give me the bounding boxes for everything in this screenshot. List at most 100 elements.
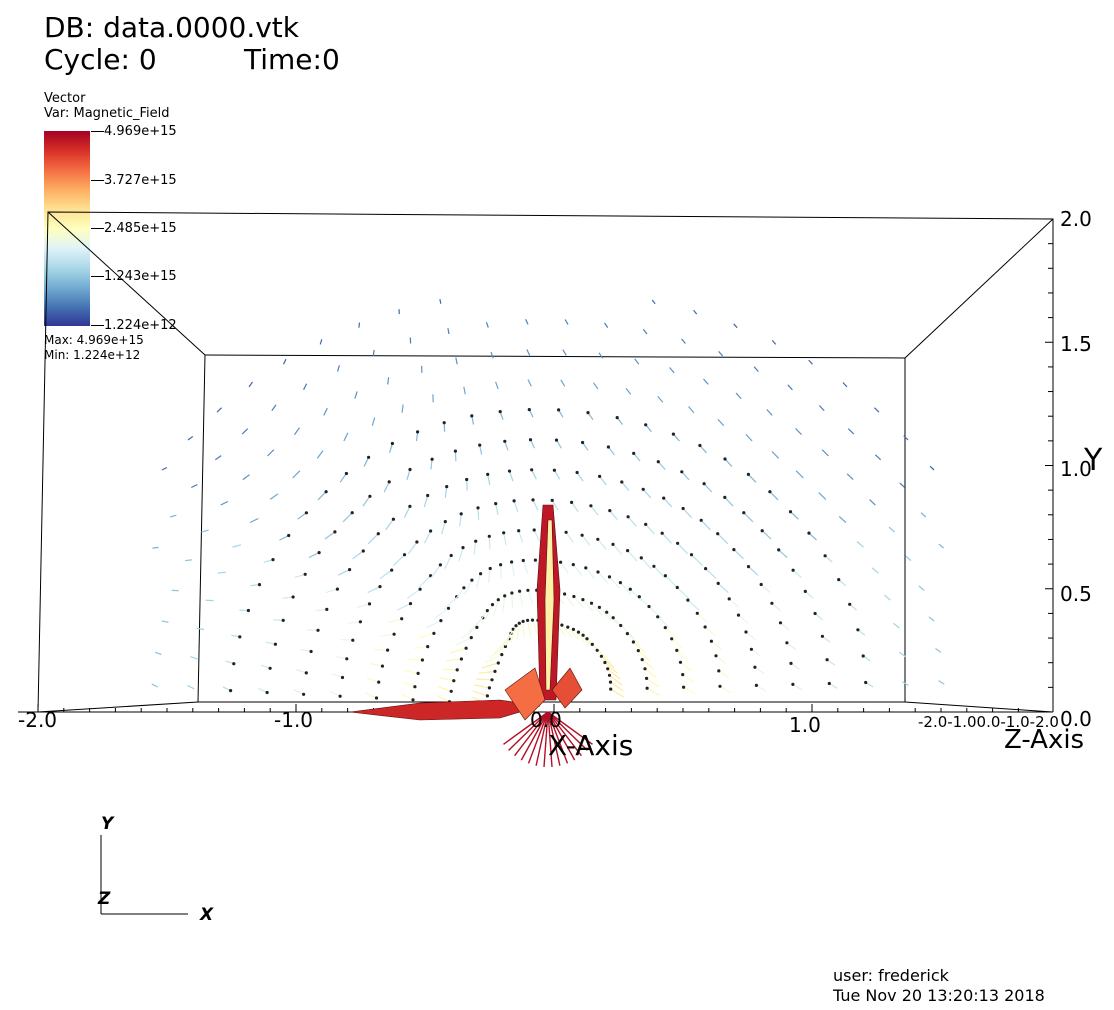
vector-arrow-head	[350, 511, 354, 515]
vector-arrow	[269, 493, 279, 500]
vector-arrow-head	[856, 628, 860, 632]
vector-arrow	[576, 472, 584, 482]
vector-arrow	[337, 365, 340, 372]
vector-arrow	[883, 594, 891, 601]
vector-arrow-head	[585, 637, 589, 641]
vector-arrow-head	[246, 608, 250, 613]
vector-arrow-head	[304, 671, 308, 675]
vector-arrow	[527, 379, 532, 387]
fan-glyph	[527, 711, 549, 764]
vector-arrow-head	[429, 529, 433, 533]
vector-arrow-head	[607, 575, 612, 579]
vector-arrow	[718, 351, 724, 357]
vector-arrow	[682, 508, 693, 519]
vector-arrow	[627, 516, 637, 527]
vector-arrow-head	[368, 494, 372, 498]
vector-arrow	[754, 666, 765, 675]
vector-arrow	[419, 632, 435, 639]
fan-glyph	[520, 711, 549, 761]
vector-arrow	[439, 677, 454, 682]
vector-arrow	[488, 536, 491, 550]
vector-arrow-head	[698, 443, 702, 448]
vector-arrow	[533, 529, 541, 542]
vector-arrow-head	[626, 515, 630, 519]
vector-arrow-head	[554, 438, 559, 442]
vector-arrow-head	[564, 530, 568, 534]
vector-arrow-head	[618, 581, 623, 585]
vector-arrow-head	[387, 480, 391, 484]
legend-max: Max: 4.969e+15	[44, 333, 144, 347]
vector-arrow-head	[335, 587, 339, 591]
vector-arrow	[487, 568, 491, 583]
vector-arrow	[319, 339, 323, 345]
vector-arrow	[874, 454, 882, 461]
vector-arrow-head	[416, 430, 420, 434]
vector-arrow-head	[718, 684, 722, 688]
vector-arrow	[620, 625, 635, 639]
vector-arrow-head	[408, 467, 412, 472]
vector-arrow	[473, 541, 477, 555]
vector-arrow	[873, 407, 880, 413]
vector-arrow-head	[823, 554, 827, 558]
vector-arrow-head	[510, 591, 514, 595]
vector-arrow	[316, 450, 324, 459]
vector-arrow-head	[550, 498, 554, 502]
vector-arrow	[489, 646, 506, 659]
vector-arrow	[260, 664, 271, 669]
vector-arrow-head	[754, 683, 759, 688]
vector-arrow	[434, 607, 449, 619]
vector-arrow-head	[367, 602, 372, 606]
vector-arrow	[454, 451, 457, 462]
vector-arrow	[551, 500, 559, 511]
vector-arrow	[591, 643, 607, 659]
vector-arrow-head	[517, 621, 521, 625]
vector-arrow	[771, 450, 780, 459]
vector-arrow	[201, 529, 209, 533]
vector-arrow-head	[391, 517, 395, 521]
vector-arrow	[161, 620, 169, 623]
vector-arrow-head	[470, 578, 474, 582]
vector-arrow	[511, 561, 515, 576]
vector-arrow	[600, 655, 615, 669]
vector-arrow	[735, 392, 742, 400]
vector-arrow	[651, 299, 656, 305]
vector-arrow-head	[581, 598, 585, 602]
vector-arrow-head	[681, 673, 685, 677]
vector-arrow	[407, 541, 418, 555]
y-axis-title: Y	[1083, 443, 1103, 478]
vector-arrow	[444, 486, 448, 498]
vector-arrow	[473, 684, 490, 689]
vector-arrow	[681, 471, 690, 481]
vector-arrow	[190, 656, 198, 660]
fan-glyph	[543, 711, 549, 767]
vector-arrow	[293, 689, 304, 695]
vector-arrow-head	[643, 667, 647, 671]
vector-arrow	[792, 683, 803, 691]
vector-arrow	[220, 500, 229, 506]
vector-arrow	[363, 457, 370, 467]
vector-arrow-head	[663, 626, 667, 630]
vector-arrow	[371, 417, 376, 426]
vector-arrow	[241, 428, 249, 435]
vector-arrow	[485, 654, 503, 664]
vector-arrow-head	[608, 509, 612, 513]
vector-arrow-head	[487, 686, 491, 690]
vector-arrow	[513, 500, 519, 512]
vector-arrow-head	[660, 531, 664, 535]
vector-arrow-head	[475, 625, 479, 630]
vector-arrow-head	[512, 499, 516, 503]
fan-glyph	[547, 711, 582, 757]
vector-arrow	[396, 603, 411, 611]
vector-arrow-head	[449, 553, 453, 558]
timestamp-label: Tue Nov 20 13:20:13 2018	[833, 986, 1045, 1005]
vector-arrow	[661, 532, 672, 544]
vector-arrow-head	[479, 572, 483, 576]
vector-arrow	[642, 329, 648, 335]
fan-glyph	[535, 711, 549, 766]
vector-arrow	[455, 637, 472, 646]
vector-arrow	[519, 591, 524, 606]
vector-arrow-head	[581, 440, 585, 445]
vector-arrow	[372, 349, 375, 357]
vector-arrow	[495, 381, 499, 390]
vector-arrow	[612, 544, 623, 555]
